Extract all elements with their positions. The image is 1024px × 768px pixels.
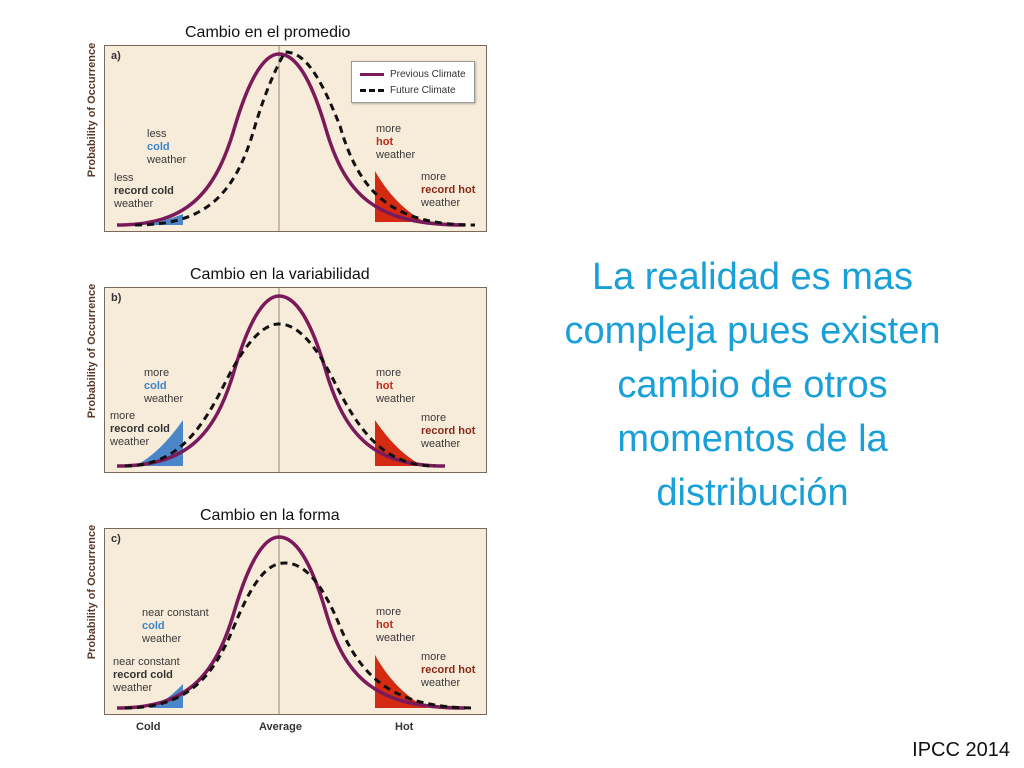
panel-a-right-upper-annotation: more hot weather [376,123,416,161]
panel-b-right-upper-annotation: more hot weather [376,367,416,405]
panel-b-left-lower-annotation: more record cold weather [110,410,170,448]
panel-c-left-upper-annotation: near constant cold weather [142,607,209,645]
legend-previous-swatch [360,72,384,76]
panel-b-left-upper-annotation: more cold weather [144,367,184,405]
x-axis-hot-label: Hot [395,721,414,733]
panel-a-tag: a) [111,50,121,62]
legend-future-swatch [360,88,384,92]
x-axis-cold-label: Cold [136,721,161,733]
panel-a-right-lower-annotation: more record hot weather [421,171,476,209]
legend-future-label: Future Climate [390,84,456,96]
panel-b-caption: Cambio en la variabilidad [190,266,370,283]
panel-c-curves [116,529,476,714]
legend-previous-label: Previous Climate [390,68,466,80]
panel-c-caption: Cambio en la forma [200,507,340,524]
panel-b-ylabel: Probability of Occurrence [86,283,98,419]
panel-b-plot: b) more cold weather more record cold weathe… [104,287,487,473]
panel-c-right-lower-annotation: more record hot weather [421,651,476,689]
panel-c-right-upper-annotation: more hot weather [376,606,416,644]
panel-a-curves [116,46,476,231]
panel-a-left-upper-annotation: less cold weather [147,128,187,166]
panel-b-future-curve [124,322,436,468]
panel-c-cold-tail [150,684,183,708]
panel-c-future-curve [124,561,476,710]
panel-b-curves [116,288,446,472]
panel-c-ylabel: Probability of Occurrence [86,524,98,660]
panel-b-previous-curve [116,294,446,468]
panel-c-left-lower-annotation: near constant record cold weather [113,656,180,694]
panel-a-previous-curve [116,52,466,227]
panel-a-future-curve [134,50,476,227]
panel-c-previous-curve [116,535,466,710]
legend: Previous Climate Future Climate [351,61,475,103]
panel-a-ylabel: Probability of Occurrence [86,42,98,178]
x-axis-average-label: Average [259,721,303,733]
panel-b-tag: b) [111,292,122,304]
panel-b-right-lower-annotation: more record hot weather [421,412,476,450]
panel-a-hot-tail [375,171,425,222]
panel-a-plot: a) Previous Climate Future Climate less c… [104,45,487,232]
panel-a-left-lower-annotation: less record cold weather [114,172,174,210]
panel-a-caption: Cambio en el promedio [185,24,351,41]
slide-main-text: La realidad es mas compleja pues existen… [564,256,941,514]
panel-c-tag: c) [111,533,121,545]
panel-c-plot: c) near constant cold weather near constan… [104,528,487,715]
citation: IPCC 2014 [912,739,1010,761]
panel-b-cold-tail [135,420,183,466]
